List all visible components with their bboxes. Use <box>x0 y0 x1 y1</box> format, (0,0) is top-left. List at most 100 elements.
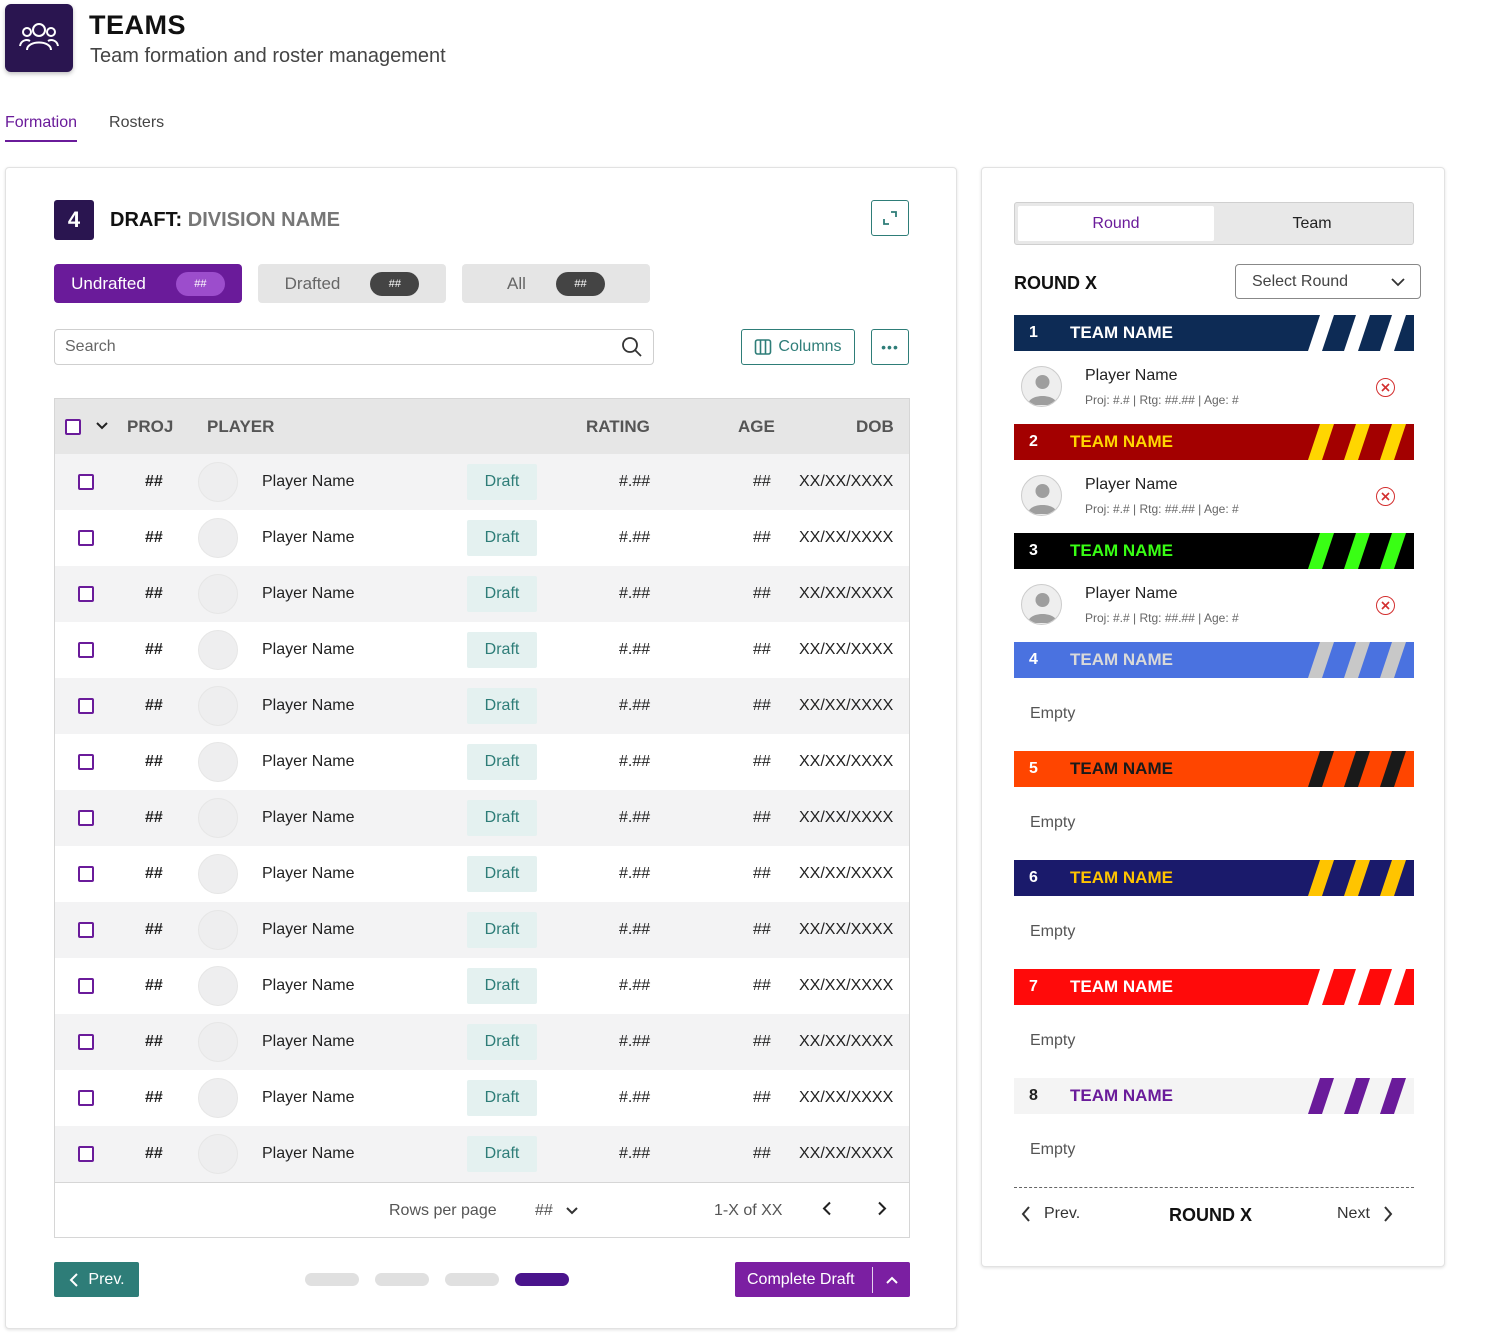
drafted-player-name: Player Name <box>1085 367 1178 384</box>
chevron-left-icon <box>822 1201 831 1215</box>
team-bar[interactable]: 7 TEAM NAME <box>1014 969 1414 1005</box>
columns-button[interactable]: Columns <box>741 329 855 365</box>
row-checkbox[interactable] <box>78 754 94 770</box>
row-checkbox[interactable] <box>78 978 94 994</box>
prev-round-button[interactable]: Prev. <box>1020 1205 1080 1223</box>
row-checkbox[interactable] <box>78 866 94 882</box>
column-header-proj[interactable]: PROJ <box>127 416 174 436</box>
draft-button[interactable]: Draft <box>467 912 537 948</box>
cell-player-name[interactable]: Player Name <box>262 921 355 938</box>
remove-player-button[interactable] <box>1376 596 1395 615</box>
empty-slot-label: Empty <box>1030 705 1076 722</box>
cell-player-name[interactable]: Player Name <box>262 1089 355 1106</box>
column-header-player[interactable]: PLAYER <box>207 416 275 436</box>
column-header-age[interactable]: AGE <box>738 416 775 436</box>
player-avatar <box>198 574 238 614</box>
draft-button[interactable]: Draft <box>467 464 537 500</box>
draft-button[interactable]: Draft <box>467 688 537 724</box>
more-options-button[interactable]: ••• <box>871 329 909 365</box>
draft-button[interactable]: Draft <box>467 520 537 556</box>
cell-dob: XX/XX/XXXX <box>799 529 894 546</box>
draft-button[interactable]: Draft <box>467 856 537 892</box>
row-checkbox[interactable] <box>78 474 94 490</box>
draft-button[interactable]: Draft <box>467 800 537 836</box>
row-checkbox[interactable] <box>78 642 94 658</box>
row-checkbox[interactable] <box>78 1034 94 1050</box>
filter-drafted-button[interactable]: Drafted ## <box>258 264 446 303</box>
cell-age: ## <box>753 921 771 938</box>
row-checkbox[interactable] <box>78 1146 94 1162</box>
players-table: PROJ PLAYER RATING AGE DOB ## Player Name… <box>54 398 910 1238</box>
select-round-dropdown[interactable]: Select Round <box>1235 264 1421 299</box>
previous-page-button[interactable] <box>819 1200 835 1221</box>
row-checkbox[interactable] <box>78 698 94 714</box>
row-checkbox[interactable] <box>78 1090 94 1106</box>
select-all-checkbox[interactable] <box>65 418 81 435</box>
cell-player-name[interactable]: Player Name <box>262 753 355 770</box>
cell-player-name[interactable]: Player Name <box>262 473 355 490</box>
cell-player-name[interactable]: Player Name <box>262 977 355 994</box>
search-input[interactable] <box>65 338 621 356</box>
column-header-rating[interactable]: RATING <box>586 416 650 436</box>
cell-dob: XX/XX/XXXX <box>799 977 894 994</box>
draft-button[interactable]: Draft <box>467 632 537 668</box>
filter-all-button[interactable]: All ## <box>462 264 650 303</box>
people-group-icon <box>19 23 59 51</box>
player-avatar <box>198 1078 238 1118</box>
team-bar[interactable]: 3 TEAM NAME <box>1014 533 1414 569</box>
count-badge: ## <box>555 271 605 296</box>
draft-button[interactable]: Draft <box>467 1136 537 1172</box>
filter-label: All <box>507 273 526 293</box>
draft-number-badge: 4 <box>54 200 94 240</box>
team-bar[interactable]: 6 TEAM NAME <box>1014 860 1414 896</box>
tab-formation[interactable]: Formation <box>5 114 78 142</box>
cell-player-name[interactable]: Player Name <box>262 697 355 714</box>
expand-button[interactable] <box>871 200 909 236</box>
cell-rating: #.## <box>619 865 651 882</box>
team-name: TEAM NAME <box>1070 323 1173 342</box>
draft-button[interactable]: Draft <box>467 1024 537 1060</box>
complete-draft-menu-button[interactable] <box>873 1273 910 1287</box>
toggle-team[interactable]: Team <box>1292 214 1332 232</box>
team-bar[interactable]: 8 TEAM NAME <box>1014 1078 1414 1114</box>
row-checkbox[interactable] <box>78 922 94 938</box>
filter-undrafted-button[interactable]: Undrafted ## <box>54 264 242 303</box>
next-page-button[interactable] <box>874 1200 890 1221</box>
draft-button[interactable]: Draft <box>467 744 537 780</box>
team-bar[interactable]: 4 TEAM NAME <box>1014 642 1414 678</box>
cell-rating: #.## <box>619 697 651 714</box>
column-header-dob[interactable]: DOB <box>856 416 894 436</box>
rows-per-page-select[interactable]: ## <box>535 1202 579 1220</box>
team-bar[interactable]: 1 TEAM NAME <box>1014 315 1414 351</box>
cell-dob: XX/XX/XXXX <box>799 921 894 938</box>
cell-player-name[interactable]: Player Name <box>262 1145 355 1162</box>
cell-age: ## <box>753 753 771 770</box>
step-indicator <box>375 1273 429 1286</box>
draft-button[interactable]: Draft <box>467 576 537 612</box>
cell-player-name[interactable]: Player Name <box>262 641 355 658</box>
cell-player-name[interactable]: Player Name <box>262 809 355 826</box>
search-icon[interactable] <box>621 336 643 358</box>
cell-player-name[interactable]: Player Name <box>262 585 355 602</box>
row-checkbox[interactable] <box>78 810 94 826</box>
team-bar[interactable]: 5 TEAM NAME <box>1014 751 1414 787</box>
draft-button[interactable]: Draft <box>467 968 537 1004</box>
cell-player-name[interactable]: Player Name <box>262 865 355 882</box>
table-row: ## Player Name Draft #.## ## XX/XX/XXXX <box>55 958 909 1014</box>
cell-player-name[interactable]: Player Name <box>262 1033 355 1050</box>
toggle-round[interactable]: Round <box>1018 206 1214 241</box>
team-bar[interactable]: 2 TEAM NAME <box>1014 424 1414 460</box>
team-pick-number: 5 <box>1029 760 1038 777</box>
row-checkbox[interactable] <box>78 586 94 602</box>
remove-player-button[interactable] <box>1376 378 1395 397</box>
draft-button[interactable]: Draft <box>467 1080 537 1116</box>
cell-player-name[interactable]: Player Name <box>262 529 355 546</box>
next-round-button[interactable]: Next <box>1337 1205 1394 1223</box>
prev-step-button[interactable]: Prev. <box>54 1262 139 1297</box>
select-menu-button[interactable] <box>95 418 109 438</box>
complete-draft-button[interactable]: Complete Draft <box>735 1262 910 1297</box>
remove-player-button[interactable] <box>1376 487 1395 506</box>
tab-rosters[interactable]: Rosters <box>109 114 165 131</box>
cell-dob: XX/XX/XXXX <box>799 753 894 770</box>
row-checkbox[interactable] <box>78 530 94 546</box>
